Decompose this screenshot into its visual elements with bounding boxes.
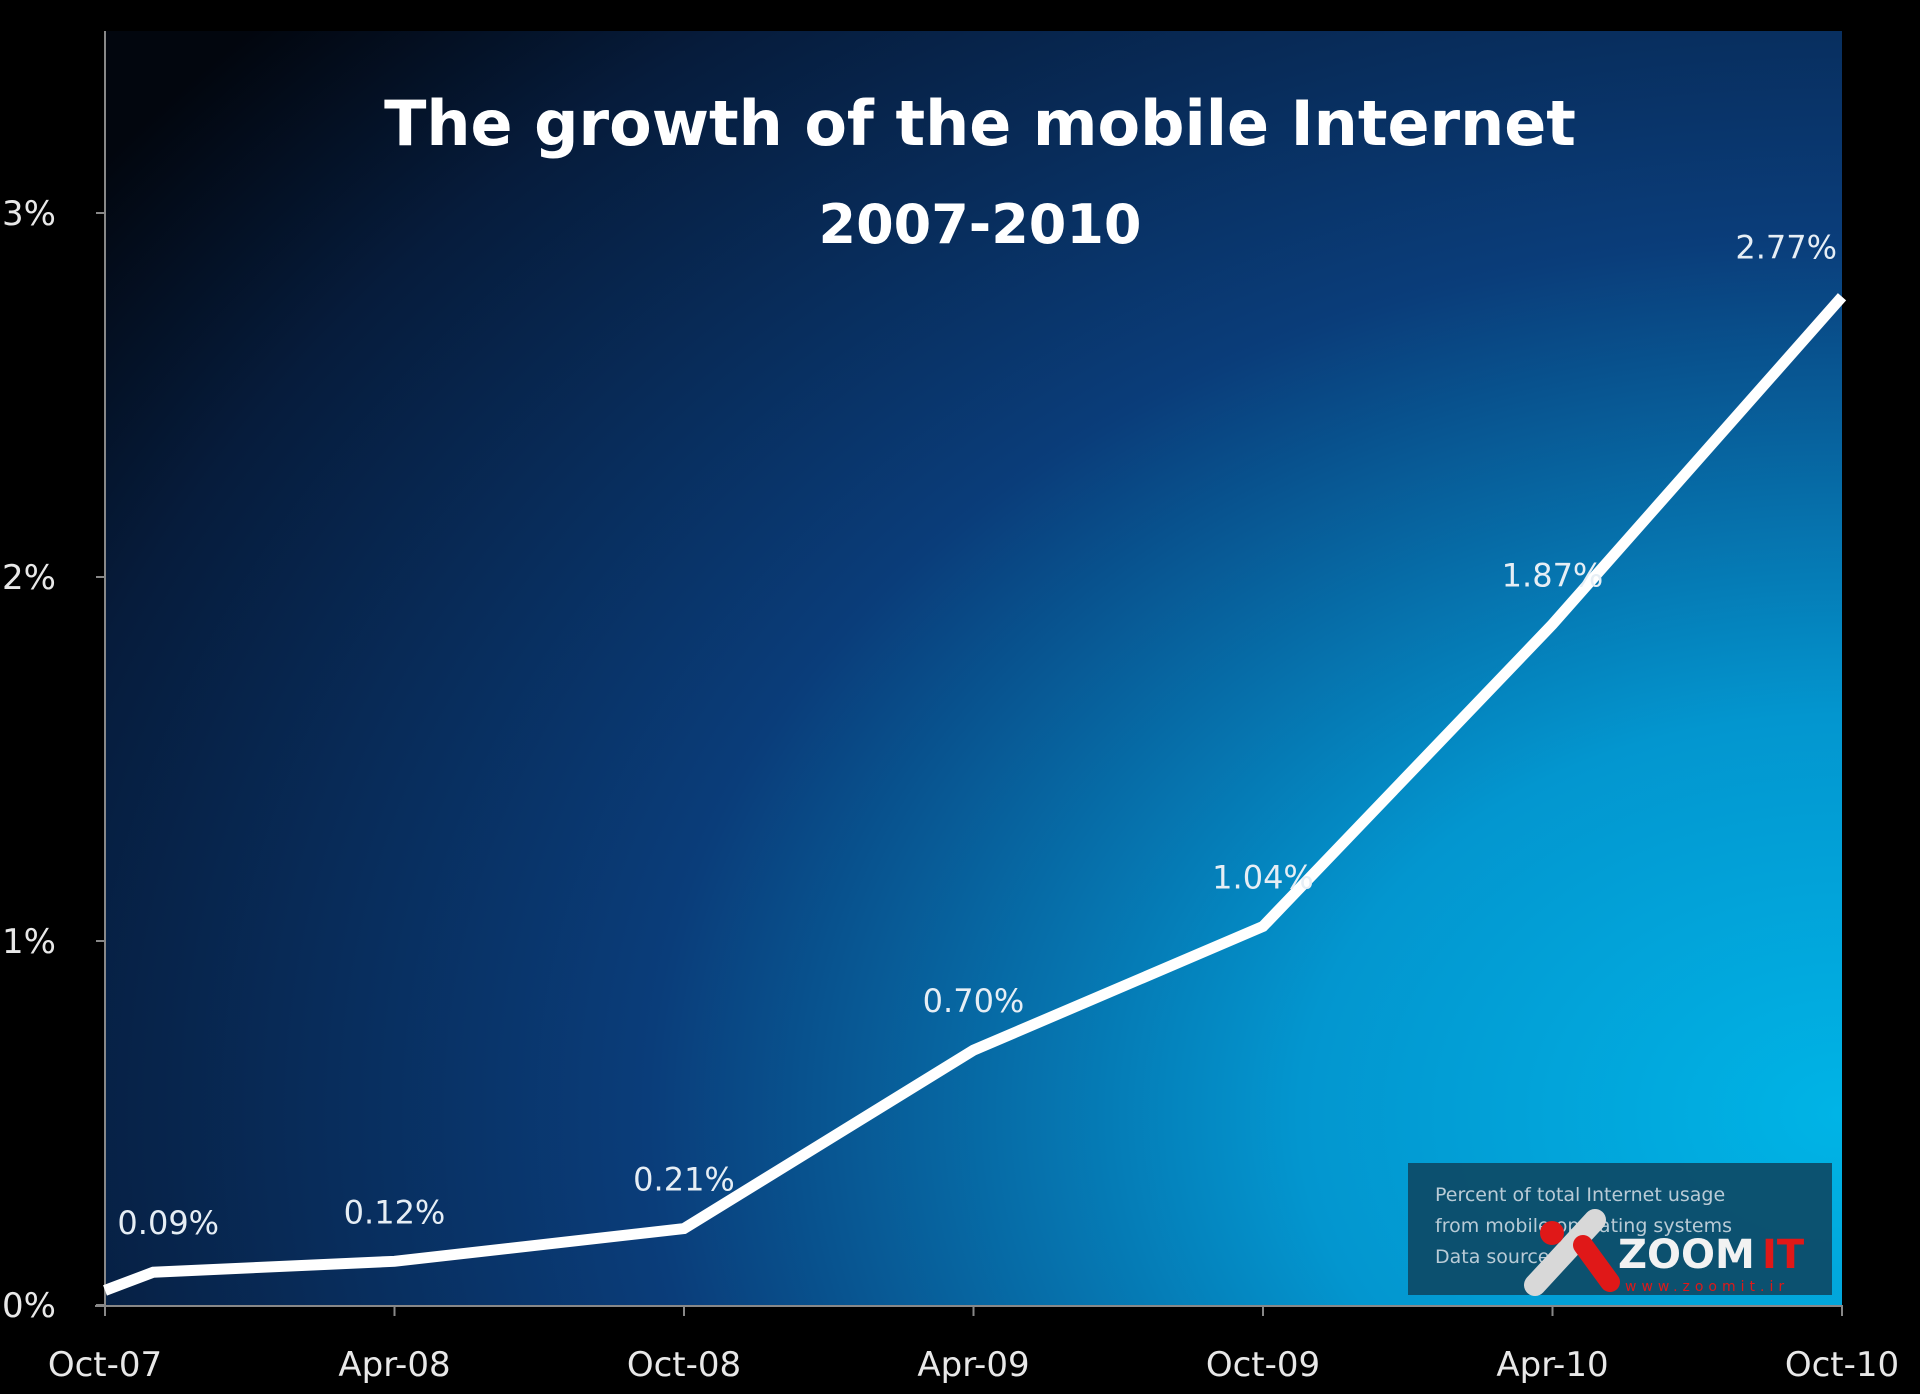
x-tick-label: Oct-10 — [1785, 1345, 1899, 1385]
zoomit-watermark-logo: ZOOM IT www.zoomit.ir — [1524, 1209, 1805, 1296]
y-tick-label: 0% — [2, 1286, 56, 1326]
x-tick-label: Apr-08 — [338, 1345, 450, 1385]
data-label: 0.21% — [633, 1161, 735, 1199]
y-tick-label: 3% — [2, 194, 56, 234]
data-label: 2.77% — [1735, 229, 1837, 267]
svg-text:www.zoomit.ir: www.zoomit.ir — [1625, 1279, 1789, 1295]
x-tick-label: Apr-09 — [917, 1345, 1029, 1385]
x-tick-label: Oct-09 — [1206, 1345, 1320, 1385]
data-label: 0.09% — [117, 1204, 219, 1242]
chart-title: The growth of the mobile Internet — [384, 87, 1576, 160]
data-label: 1.87% — [1502, 556, 1604, 594]
chart-subtitle: 2007-2010 — [819, 193, 1142, 256]
legend-line-1: Percent of total Internet usage — [1435, 1184, 1725, 1206]
x-tick-label: Oct-08 — [627, 1345, 741, 1385]
data-label: 1.04% — [1212, 858, 1314, 896]
legend-line-3: Data source: — [1435, 1246, 1556, 1268]
y-tick-label: 2% — [2, 558, 56, 598]
series-line — [103, 293, 1847, 1296]
legend-background — [1408, 1163, 1832, 1295]
x-tick-label: Oct-07 — [48, 1345, 162, 1385]
legend-box: Percent of total Internet usage from mob… — [1408, 1163, 1832, 1295]
y-tick-label: 1% — [2, 922, 56, 962]
svg-text:IT: IT — [1762, 1232, 1805, 1278]
data-label: 0.12% — [344, 1193, 446, 1231]
data-label: 0.70% — [923, 982, 1025, 1020]
plot-background — [105, 31, 1842, 1305]
x-tick-label: Apr-10 — [1496, 1345, 1608, 1385]
svg-text:ZOOM: ZOOM — [1618, 1232, 1755, 1278]
